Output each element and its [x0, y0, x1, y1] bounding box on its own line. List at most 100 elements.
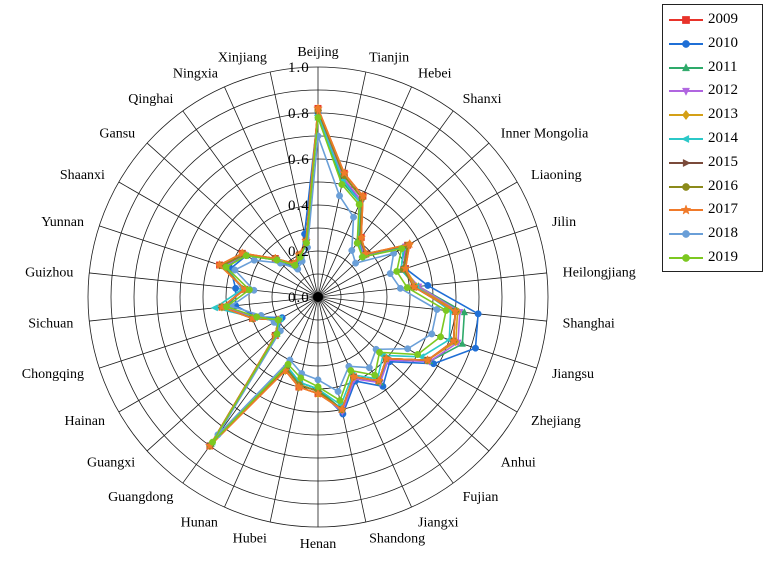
data-point [680, 204, 692, 216]
center-point [313, 292, 323, 302]
data-point [297, 374, 305, 382]
series-2017 [204, 103, 461, 451]
data-point [355, 201, 363, 209]
data-point [404, 238, 415, 249]
legend-item: 2010 [663, 33, 762, 55]
data-point [339, 168, 350, 178]
legend-label: 2016 [708, 177, 738, 194]
data-point [348, 371, 359, 382]
data-point [223, 303, 230, 311]
legend-label: 2011 [708, 58, 738, 75]
data-point [313, 103, 323, 113]
data-point [334, 388, 342, 395]
category-label: Henan [300, 537, 337, 552]
data-point [433, 306, 441, 313]
radial-tick-label: 0.6 [288, 152, 310, 168]
data-point [291, 261, 299, 269]
grid-spoke [317, 296, 490, 452]
category-label: Gansu [99, 126, 135, 141]
grid-spoke [317, 296, 537, 369]
data-point [314, 114, 322, 122]
data-point [371, 371, 379, 379]
category-label: Qinghai [128, 92, 173, 107]
grid-spoke [317, 272, 547, 298]
data-point [237, 248, 248, 258]
data-point [353, 239, 361, 247]
data-point [682, 230, 690, 239]
legend-label: 2017 [708, 201, 738, 218]
data-point [414, 351, 422, 358]
data-point [681, 134, 690, 144]
data-point [682, 182, 690, 191]
data-point [393, 267, 401, 275]
data-point [357, 190, 368, 201]
legend-marker [682, 158, 691, 167]
data-point [293, 381, 304, 392]
radar-labels: Beijing Tianjin Hebei Shanxi Inner Mongolia L… [22, 45, 636, 552]
data-point [386, 270, 394, 277]
data-point [250, 256, 258, 264]
data-point [396, 284, 404, 292]
data-point [458, 339, 466, 347]
grid-spoke [269, 71, 319, 298]
data-point [232, 284, 240, 292]
category-label: Hunan [181, 516, 218, 531]
data-point [474, 310, 482, 318]
grid-spoke [317, 110, 454, 298]
legend-marker [682, 182, 690, 191]
legend: 2009 2010 2011 2012 2013 2014 2015 2016 2017 2018… [662, 4, 763, 272]
legend-item: 2019 [663, 247, 762, 269]
data-point [350, 213, 357, 221]
data-point [365, 364, 373, 372]
legend-label: 2019 [708, 249, 738, 265]
data-point [448, 335, 459, 346]
data-point [398, 245, 406, 253]
data-point [460, 307, 468, 316]
category-label: Fujian [463, 490, 499, 505]
data-point [424, 282, 432, 289]
legend-marker [680, 204, 692, 216]
data-point [442, 307, 450, 314]
legend-item: 2013 [663, 104, 762, 126]
data-point [404, 345, 412, 353]
category-label: Guangdong [108, 490, 173, 505]
grid-spoke [89, 272, 319, 298]
data-point [296, 253, 304, 261]
category-label: Shanxi [463, 92, 502, 107]
category-label: Zhejiang [531, 414, 581, 429]
data-point [314, 376, 322, 384]
grid-spoke [89, 296, 319, 322]
legend-marker [681, 62, 691, 71]
category-label: Hainan [65, 414, 105, 429]
category-label: Yunnan [41, 215, 84, 230]
category-label: Hubei [233, 532, 267, 547]
data-point [381, 353, 392, 363]
legend-item: 2015 [663, 152, 762, 174]
data-point [376, 348, 383, 356]
data-point [422, 355, 433, 365]
legend-item: 2014 [663, 128, 762, 150]
category-label: Hebei [418, 66, 452, 81]
grid-spoke [317, 296, 547, 322]
legend-marker [681, 88, 691, 97]
data-point [253, 313, 261, 321]
data-point [336, 404, 347, 414]
radial-tick-label: 0.4 [288, 198, 310, 214]
legend-item: 2009 [663, 9, 762, 31]
category-label: Shanghai [563, 317, 615, 332]
data-point [214, 259, 225, 270]
radial-tick-label: 0.2 [288, 244, 310, 260]
data-point [358, 253, 366, 261]
grid-spoke [118, 181, 319, 298]
data-point [682, 16, 690, 24]
radial-tick-label: 0.8 [288, 106, 310, 122]
data-point [682, 39, 690, 48]
legend-label: 2015 [708, 153, 738, 170]
data-point [352, 259, 360, 267]
data-point [209, 438, 217, 446]
data-point [450, 306, 461, 316]
radial-tick-label: 0.0 [288, 290, 310, 306]
legend-marker [682, 16, 690, 24]
grid-spoke [224, 296, 319, 508]
